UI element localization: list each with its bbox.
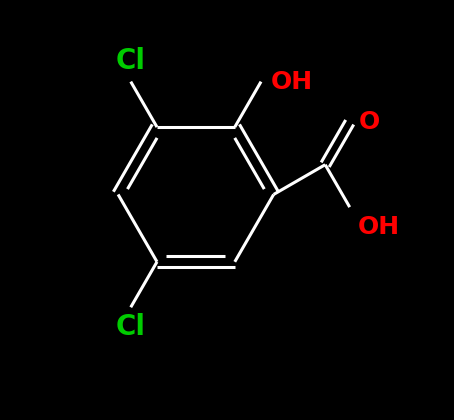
Text: Cl: Cl (116, 313, 146, 341)
Text: OH: OH (271, 70, 312, 94)
Text: OH: OH (357, 215, 400, 239)
Text: Cl: Cl (116, 47, 146, 76)
Text: O: O (359, 110, 380, 134)
